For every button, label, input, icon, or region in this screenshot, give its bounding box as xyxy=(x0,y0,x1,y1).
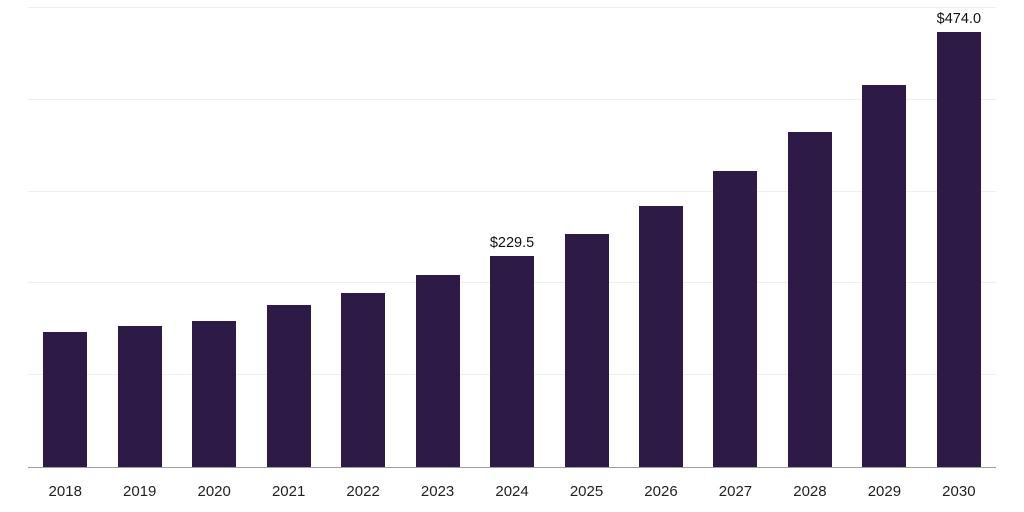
bar-slot xyxy=(773,8,847,467)
x-axis-label: 2019 xyxy=(123,483,157,500)
bar-slot xyxy=(102,8,176,467)
x-axis-label: 2029 xyxy=(867,483,902,500)
bar-slot xyxy=(177,8,251,467)
bar-slot xyxy=(549,8,623,467)
x-axis-label: 2021 xyxy=(271,483,306,500)
gridline xyxy=(28,98,996,100)
x-axis-label: 2023 xyxy=(420,483,455,500)
bar-2020 xyxy=(192,321,237,467)
bar-group-2020 xyxy=(192,321,237,467)
x-axis-label: 2018 xyxy=(48,483,82,500)
x-axis-label: 2025 xyxy=(569,483,604,500)
bar-value-label: $229.5 xyxy=(489,235,535,252)
bar-2029 xyxy=(862,85,907,467)
gridline xyxy=(28,190,996,192)
x-axis-label: 2022 xyxy=(346,483,380,500)
x-axis-label: 2030 xyxy=(942,483,976,500)
bar-2021 xyxy=(266,304,311,467)
plot-area: $229.5 $474.0 xyxy=(28,7,996,468)
bar-group-2022 xyxy=(341,292,386,467)
bar-group-2030: $474.0 xyxy=(937,11,981,467)
x-axis-label: 2020 xyxy=(197,483,231,500)
bar-slot: $229.5 xyxy=(475,8,549,467)
bar-slot xyxy=(28,8,102,467)
bar-2030 xyxy=(936,31,981,467)
bar-2022 xyxy=(341,292,386,467)
bar-2025 xyxy=(564,233,609,467)
bar-slot xyxy=(624,8,698,467)
bar-group-2019 xyxy=(117,325,162,467)
bar-group-2027 xyxy=(713,171,758,467)
bar-value-label: $474.0 xyxy=(936,10,982,27)
bar-group-2018 xyxy=(43,332,88,467)
bar-slot xyxy=(326,8,400,467)
x-axis-label: 2024 xyxy=(495,483,529,500)
bar-2019 xyxy=(117,325,162,467)
bar-group-2028 xyxy=(787,131,832,467)
bar-slot xyxy=(400,8,474,467)
x-axis-label: 2027 xyxy=(718,483,753,500)
bar-group-2029 xyxy=(862,85,907,467)
bar-2024 xyxy=(490,256,535,467)
bar-2023 xyxy=(415,275,460,467)
x-axis-labels: 2018 2019 2020 2021 2022 2023 2024 2025 2026 2027… xyxy=(28,483,996,500)
bar-group-2026 xyxy=(638,206,683,467)
bars: $229.5 $474.0 xyxy=(28,8,996,467)
bar-group-2025 xyxy=(564,233,609,467)
bar-group-2024: $229.5 xyxy=(490,235,534,467)
bar-slot xyxy=(847,8,921,467)
bar-2027 xyxy=(713,171,758,467)
x-axis-label: 2028 xyxy=(793,483,827,500)
bar-2018 xyxy=(43,332,88,467)
bar-group-2021 xyxy=(266,304,311,467)
gridline xyxy=(28,7,996,8)
bar-group-2023 xyxy=(415,275,460,467)
bar-slot xyxy=(251,8,325,467)
bar-slot xyxy=(698,8,772,467)
bar-2026 xyxy=(638,206,683,467)
x-axis-label: 2026 xyxy=(644,483,678,500)
bar-slot: $474.0 xyxy=(922,8,996,467)
bar-2028 xyxy=(787,131,832,467)
